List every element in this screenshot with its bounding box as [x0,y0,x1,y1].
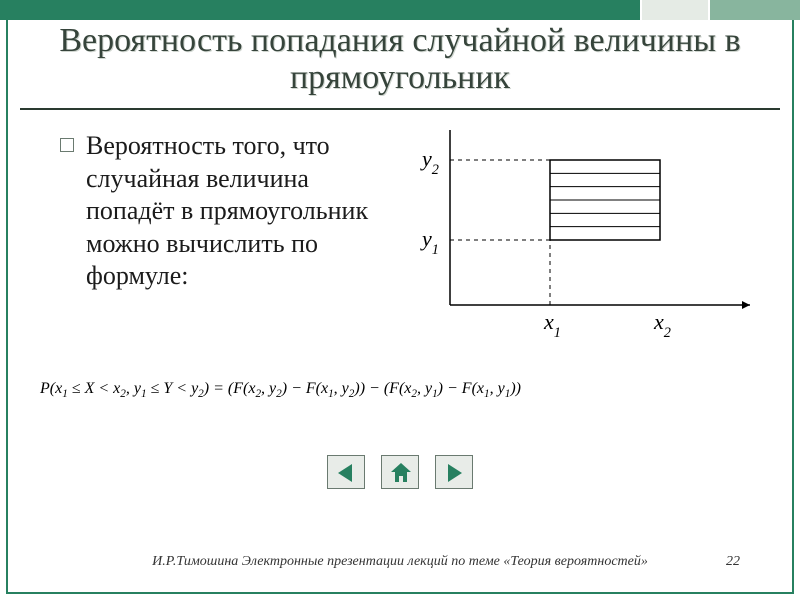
svg-text:x1: x1 [543,309,561,341]
next-button[interactable] [435,455,473,489]
svg-text:x2: x2 [653,309,671,341]
slide-title: Вероятность попадания случайной величины… [40,22,760,97]
arrow-right-icon [448,464,462,482]
bullet-icon [60,138,74,152]
probability-formula: P(x1 ≤ X < x2, y1 ≤ Y < y2) = (F(x2, y2)… [40,380,760,400]
rectangle-diagram: x1 x2 y1 y2 [420,130,760,350]
home-icon [389,461,413,485]
top-accent-bar [0,0,800,20]
page-number: 22 [726,554,740,570]
nav-buttons [0,455,800,489]
svg-text:y1: y1 [420,226,439,258]
home-button[interactable] [381,455,419,489]
prev-button[interactable] [327,455,365,489]
body-text: Вероятность того, что случайная величина… [86,130,386,293]
footer-text: И.Р.Тимошина Электронные презентации лек… [0,554,800,570]
title-rule [20,108,780,110]
svg-text:y2: y2 [420,146,439,178]
arrow-left-icon [338,464,352,482]
